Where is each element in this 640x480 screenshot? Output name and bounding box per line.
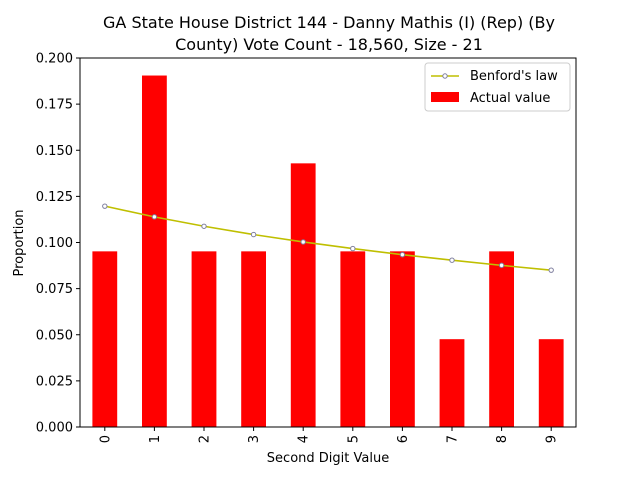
x-tick-label: 0 bbox=[98, 435, 113, 443]
chart-title-line-1: GA State House District 144 - Danny Math… bbox=[103, 13, 555, 32]
y-tick-label: 0.125 bbox=[36, 190, 73, 205]
y-tick-label: 0.025 bbox=[36, 374, 73, 389]
benford-point-1 bbox=[151, 214, 158, 220]
benford-line bbox=[104, 205, 552, 271]
chart-title-line-2: County) Vote Count - 18,560, Size - 21 bbox=[175, 35, 483, 54]
benford-point-6 bbox=[399, 251, 406, 258]
y-tick-label: 0.175 bbox=[36, 98, 73, 113]
bar-7 bbox=[439, 339, 465, 427]
legend-marker-swatch bbox=[442, 73, 448, 79]
legend: Benford's law Actual value bbox=[424, 62, 571, 112]
y-tick-label: 0.050 bbox=[36, 328, 73, 343]
benford-point-7 bbox=[449, 257, 455, 263]
bar-8 bbox=[489, 251, 514, 427]
x-tick-label: 4 bbox=[297, 435, 312, 443]
x-tick-label: 9 bbox=[545, 435, 560, 443]
benford-point-9 bbox=[548, 267, 554, 273]
bar-2 bbox=[191, 251, 217, 427]
benford-point-8 bbox=[498, 262, 505, 269]
x-tick-label: 7 bbox=[446, 435, 461, 443]
x-tick-label: 5 bbox=[346, 435, 361, 443]
y-axis-label: Proportion bbox=[12, 209, 27, 276]
legend-bar-swatch bbox=[431, 92, 459, 102]
benford-point-4 bbox=[300, 239, 306, 245]
y-tick-label: 0.100 bbox=[36, 236, 73, 251]
y-tick-label: 0.000 bbox=[36, 421, 73, 436]
bar-0 bbox=[92, 251, 118, 427]
bar-3 bbox=[241, 251, 266, 427]
plot-area: 0.000 0.025 0.050 0.075 0.100 0.125 0.150 0.175… bbox=[36, 52, 577, 443]
legend-frame bbox=[424, 62, 571, 112]
legend-label-actual: Actual value bbox=[470, 91, 550, 106]
y-tick-label: 0.200 bbox=[36, 52, 73, 67]
bar-9 bbox=[538, 339, 564, 427]
benford-point-3 bbox=[250, 231, 257, 238]
bar-1 bbox=[142, 75, 167, 427]
x-axis-label: Second Digit Value bbox=[267, 451, 389, 466]
benford-point-0 bbox=[102, 203, 108, 209]
y-tick-label: 0.075 bbox=[36, 282, 73, 297]
x-tick-label: 1 bbox=[148, 435, 163, 443]
bar-4 bbox=[290, 163, 316, 428]
x-tick-label: 2 bbox=[198, 435, 213, 443]
bar-6 bbox=[390, 251, 415, 427]
benford-point-5 bbox=[350, 245, 356, 252]
y-tick-label: 0.150 bbox=[36, 144, 73, 159]
x-tick-label: 3 bbox=[247, 435, 262, 443]
x-tick-label: 8 bbox=[495, 435, 510, 443]
legend-label-benford: Benford's law bbox=[470, 69, 558, 84]
bar-5 bbox=[340, 251, 366, 427]
benford-point-2 bbox=[201, 223, 207, 229]
x-tick-label: 6 bbox=[396, 435, 411, 443]
